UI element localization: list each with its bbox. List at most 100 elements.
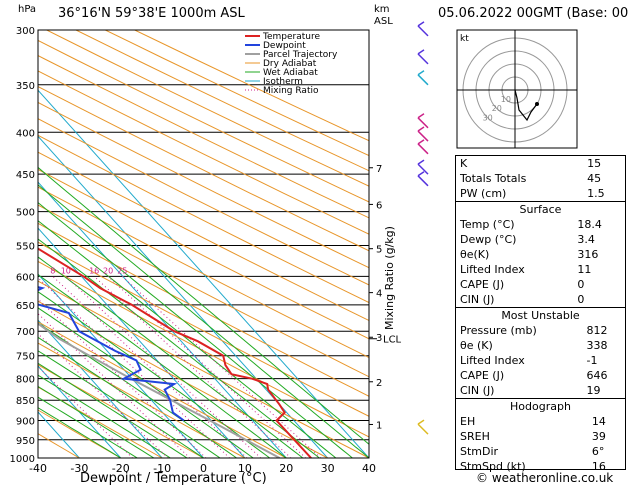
km-tick-label: 5 bbox=[376, 245, 382, 256]
wind-barb-flag bbox=[417, 159, 425, 165]
wind-barb-flag bbox=[417, 171, 425, 177]
km-tick-label: 7 bbox=[376, 164, 382, 175]
hodo-label: StmSpd (kt) bbox=[460, 460, 526, 473]
index-row: K 15 bbox=[456, 156, 625, 171]
mu-row: Lifted Index -1 bbox=[456, 353, 625, 368]
wet-adiabat-line bbox=[38, 291, 270, 458]
mu-label: θe (K) bbox=[460, 339, 493, 352]
wet-adiabat-line bbox=[38, 362, 188, 458]
wet-adiabat-line bbox=[38, 201, 353, 458]
surface-section: Surface Temp (°C) 18.4 Dewp (°C) 3.4 θe(K)… bbox=[456, 201, 625, 307]
dry-adiabat-line bbox=[75, 30, 369, 172]
temperature-line bbox=[38, 247, 312, 458]
temperature-tick-label: -10 bbox=[153, 462, 171, 475]
dry-adiabat-line bbox=[38, 364, 204, 458]
wind-barb bbox=[417, 163, 429, 175]
hodograph-frame bbox=[456, 29, 578, 149]
dry-adiabat-line bbox=[38, 222, 369, 397]
pressure-tick-label: 950 bbox=[16, 436, 35, 447]
parcel-trajectory-line bbox=[38, 322, 281, 458]
pressure-tick-label: 350 bbox=[16, 81, 35, 92]
dry-adiabat-line bbox=[38, 118, 369, 286]
hodo-row: SREH 39 bbox=[456, 429, 625, 444]
mu-label: CIN (J) bbox=[460, 384, 495, 397]
index-value: 15 bbox=[587, 157, 602, 170]
surface-label: CAPE (J) bbox=[460, 278, 505, 291]
dry-adiabat-line bbox=[38, 39, 369, 203]
dry-adiabat-line bbox=[105, 30, 369, 157]
hodograph-ring-label: 30 bbox=[483, 113, 493, 122]
dry-adiabat-line bbox=[38, 101, 369, 269]
hodo-value: 6° bbox=[591, 445, 605, 458]
hodograph-trace bbox=[514, 89, 538, 122]
wind-barb bbox=[417, 53, 429, 65]
wet-adiabat-line bbox=[38, 336, 221, 458]
index-value: 45 bbox=[587, 172, 602, 185]
wind-barb bbox=[417, 130, 429, 142]
mixing-ratio-label: 20 bbox=[103, 266, 113, 275]
pressure-unit: hPa bbox=[18, 4, 37, 15]
dry-adiabat-line bbox=[38, 70, 369, 235]
mixing-ratio-axis-label: Mixing Ratio (g/kg) bbox=[383, 226, 396, 330]
surface-row: Temp (°C) 18.4 bbox=[456, 217, 625, 232]
surface-label: Temp (°C) bbox=[460, 218, 515, 231]
indices-panel: K 15 Totals Totals 45 PW (cm) 1.5 Surface T… bbox=[455, 155, 626, 473]
wind-barb bbox=[417, 25, 429, 37]
mixing-ratio-label: 25 bbox=[117, 266, 127, 275]
copyright-footer: © weatheronline.co.uk bbox=[476, 471, 614, 485]
surface-row: Lifted Index 11 bbox=[456, 262, 625, 277]
index-label: Totals Totals bbox=[460, 172, 527, 185]
isotherm-line bbox=[38, 89, 369, 458]
lcl-label: LCL bbox=[383, 335, 402, 346]
wind-barb bbox=[417, 423, 429, 435]
surface-row: θe(K) 316 bbox=[456, 247, 625, 262]
dry-adiabat-line bbox=[38, 386, 163, 458]
legend-label: Dry Adiabat bbox=[263, 59, 317, 69]
wet-adiabat-line bbox=[38, 184, 369, 458]
index-row: PW (cm) 1.5 bbox=[456, 186, 625, 201]
mixing-ratio-line bbox=[107, 276, 307, 458]
isotherm-line bbox=[38, 319, 163, 458]
pressure-tick-label: 800 bbox=[16, 375, 35, 386]
hodo-value: 16 bbox=[591, 460, 606, 473]
surface-label: Lifted Index bbox=[460, 263, 525, 276]
mixing-ratio-label: 3 bbox=[0, 266, 1, 275]
surface-value: 0 bbox=[577, 278, 585, 291]
wind-barb bbox=[417, 175, 429, 187]
surface-row: CAPE (J) 0 bbox=[456, 277, 625, 292]
mu-row: CIN (J) 19 bbox=[456, 383, 625, 398]
basic-indices: K 15 Totals Totals 45 PW (cm) 1.5 bbox=[456, 156, 625, 201]
mu-label: Pressure (mb) bbox=[460, 324, 537, 337]
dry-adiabat-line bbox=[38, 55, 369, 219]
temperature-tick-label: -40 bbox=[29, 462, 47, 475]
wet-adiabat-line bbox=[38, 256, 304, 458]
wet-adiabat-line bbox=[38, 374, 171, 458]
pressure-tick-label: 600 bbox=[16, 272, 35, 283]
wet-adiabat-line bbox=[38, 385, 155, 458]
hodograph-section: Hodograph EH 14 SREH 39 StmDir 6° StmSpd (k… bbox=[456, 398, 625, 474]
mu-value: 646 bbox=[586, 369, 608, 382]
mixing-ratio-label: 8 bbox=[50, 266, 55, 275]
dry-adiabat-line bbox=[38, 186, 369, 359]
hodograph-ring-label: 20 bbox=[492, 104, 502, 113]
index-label: PW (cm) bbox=[460, 187, 507, 200]
km-tick-label: 1 bbox=[376, 420, 382, 431]
pressure-tick-label: 1000 bbox=[10, 454, 35, 465]
hodo-row: StmDir 6° bbox=[456, 444, 625, 459]
legend-label: Parcel Trajectory bbox=[263, 50, 338, 60]
hodo-row: StmSpd (kt) 16 bbox=[456, 459, 625, 474]
wind-barb-flag bbox=[417, 21, 425, 27]
dry-adiabat-line bbox=[38, 204, 369, 378]
isotherm-line bbox=[38, 181, 287, 458]
mixing-ratio-line bbox=[93, 276, 292, 458]
surface-value: 11 bbox=[577, 263, 592, 276]
wind-barb bbox=[417, 74, 429, 86]
pressure-tick-label: 700 bbox=[16, 327, 35, 338]
wind-barb-flag bbox=[417, 139, 425, 145]
height-unit-asl: ASL bbox=[374, 16, 393, 27]
index-value: 1.5 bbox=[587, 187, 605, 200]
pressure-tick-label: 850 bbox=[16, 396, 35, 407]
dry-adiabat-line bbox=[38, 134, 369, 304]
height-unit: km ASL bbox=[374, 4, 393, 28]
km-tick-label: 3 bbox=[376, 333, 382, 344]
